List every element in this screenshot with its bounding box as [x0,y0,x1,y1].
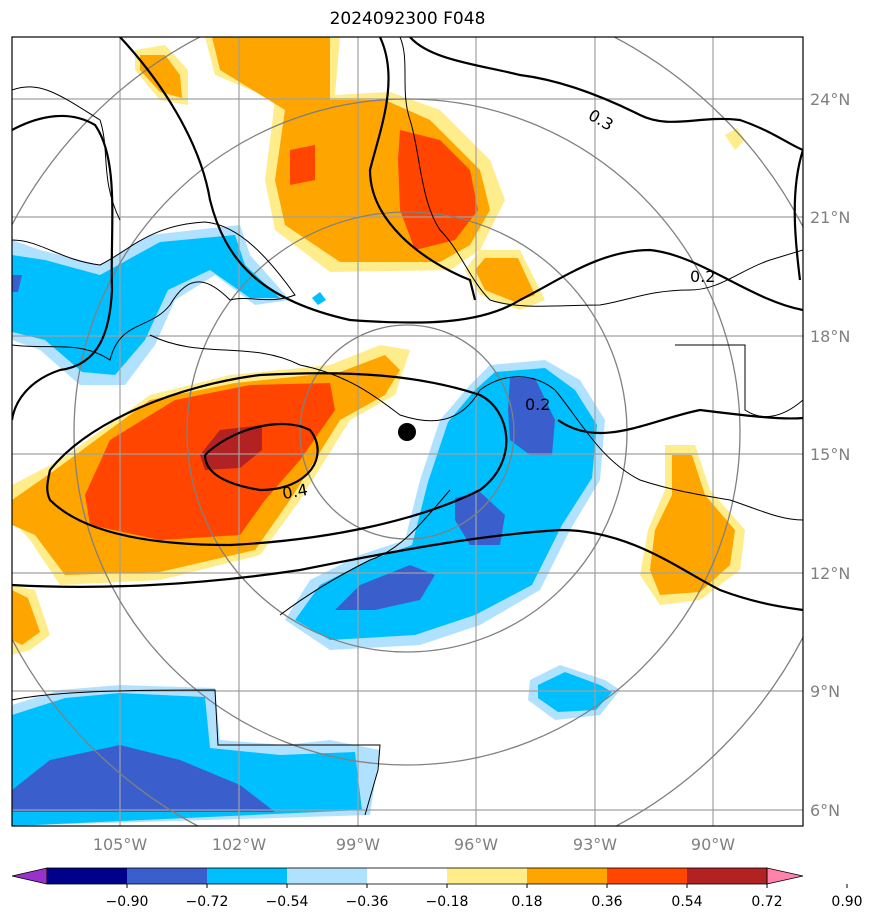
colorbar-segment [127,868,208,884]
svg-text:90°W: 90°W [691,835,735,854]
colorbar-tick-label: −0.36 [346,894,389,910]
colorbar-tick-label: 0.72 [751,894,782,910]
svg-text:102°W: 102°W [212,835,267,854]
svg-text:96°W: 96°W [454,835,498,854]
storm-center-marker [398,423,416,441]
colorbar-segment [687,868,768,884]
latitude-labels: 24°N 21°N 18°N 15°N 12°N 9°N 6°N [810,90,850,820]
range-rings [12,37,803,826]
svg-text:0.4: 0.4 [281,480,309,503]
colorbar-extend-low [11,867,48,885]
svg-text:12°N: 12°N [810,564,850,583]
map-area: 0.3 0.2 0.4 0.2 [12,37,803,826]
svg-text:9°N: 9°N [810,682,840,701]
colorbar-segment [527,868,608,884]
colorbar-segment [47,868,128,884]
colorbar-tick-label: 0.18 [511,894,542,910]
colorbar-segment [367,868,448,884]
colorbar-tick-label: −0.90 [106,894,149,910]
svg-text:6°N: 6°N [810,801,840,820]
svg-text:93°W: 93°W [573,835,617,854]
svg-text:0.2: 0.2 [525,395,550,414]
colorbar-extend-high [766,867,804,885]
colorbar-tick-label: −0.72 [186,894,229,910]
gridlines [12,37,803,826]
contour-lines [12,37,803,612]
colorbar-tick-label: 0.36 [591,894,622,910]
map-frame [11,36,804,827]
svg-text:15°N: 15°N [810,445,850,464]
svg-text:0.2: 0.2 [690,267,715,286]
svg-text:18°N: 18°N [810,327,850,346]
svg-text:24°N: 24°N [810,90,850,109]
colorbar-segment [607,868,688,884]
svg-text:21°N: 21°N [810,208,850,227]
colorbar-tick-label: 0.54 [671,894,702,910]
svg-text:99°W: 99°W [336,835,380,854]
colorbar-segment [287,868,368,884]
longitude-labels: 105°W 102°W 99°W 96°W 93°W 90°W [93,835,735,854]
coastlines [12,37,803,816]
colorbar-tick-label: −0.18 [426,894,469,910]
colorbar-tick-label: 0.90 [831,894,862,910]
colorbar: −0.90 −0.72 −0.54 −0.36 −0.18 0.18 0.36 0.54 0.7… [11,867,863,910]
positive-anomaly-fills [12,37,745,655]
colorbar-tick-label: −0.54 [266,894,309,910]
colorbar-segment [447,868,528,884]
colorbar-segment [207,868,288,884]
map-title: 2024092300 F048 [329,9,486,29]
svg-text:105°W: 105°W [93,835,148,854]
colorbar-frame [46,867,768,885]
